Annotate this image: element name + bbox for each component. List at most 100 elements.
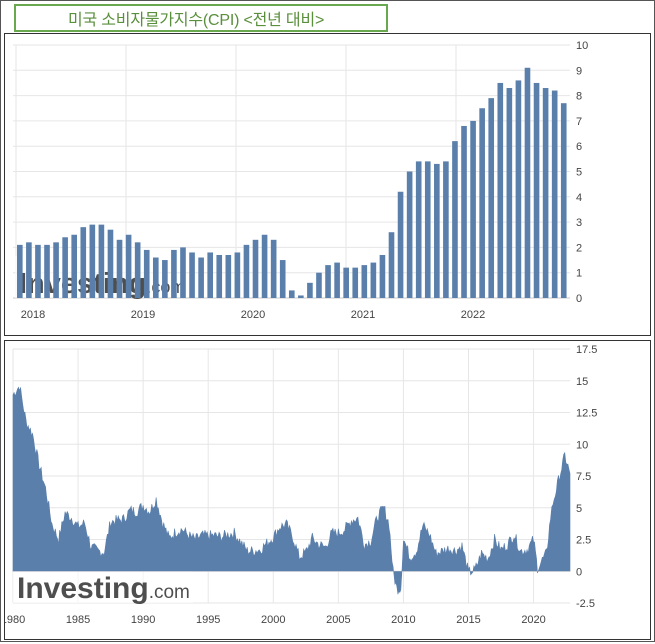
bar: [53, 242, 59, 298]
bar: [343, 267, 349, 298]
bar: [406, 171, 413, 298]
cpi-area-series: [12, 386, 571, 595]
bar: [524, 67, 531, 298]
bar: [98, 224, 105, 298]
bar: [434, 163, 440, 298]
bar: [316, 272, 322, 298]
bar: [26, 242, 32, 298]
chart-title-text: 미국 소비자물가지수(CPI) <전년 대비>: [68, 12, 325, 29]
y-tick-label: -2.5: [576, 598, 595, 610]
bar: [443, 161, 449, 298]
bar: [551, 90, 558, 298]
y-tick-label: 9: [576, 65, 582, 77]
bar: [388, 232, 395, 298]
bar: [35, 244, 41, 298]
x-tick-label: 2015: [456, 614, 480, 626]
x-tick-label: 1980: [5, 614, 25, 626]
monthly-cpi-bar-chart: 01234567891020182019202020212022Investin…: [13, 40, 588, 321]
bar: [189, 252, 195, 298]
y-tick-label: 8: [576, 91, 582, 103]
bar: [198, 257, 204, 298]
bar: [125, 234, 132, 298]
y-tick-label: 6: [576, 141, 582, 153]
bar: [207, 252, 213, 298]
bar: [424, 161, 431, 298]
bar: [533, 82, 540, 298]
bar: [488, 98, 495, 298]
bar: [352, 267, 359, 298]
y-tick-label: 12.5: [576, 408, 597, 420]
bar: [542, 88, 549, 298]
x-tick-label: 2022: [461, 309, 485, 321]
bar: [470, 120, 476, 299]
bar: [379, 254, 386, 298]
x-tick-label: 1990: [131, 614, 155, 626]
bar: [515, 80, 522, 298]
bar: [560, 103, 567, 298]
bar: [134, 242, 141, 298]
y-tick-label: 10: [576, 439, 588, 451]
bar: [89, 224, 96, 298]
bar: [107, 229, 114, 298]
bar: [307, 282, 313, 298]
bar: [361, 265, 368, 298]
y-tick-label: 5: [576, 167, 582, 179]
long-term-cpi-area-chart-panel: 17.5 15 12.5 10 7.5 5 2.5 0 -2.5 1980 1985 1990 1995…: [1, 340, 651, 640]
bar: [180, 247, 186, 298]
bar: [234, 252, 241, 298]
bar: [225, 254, 232, 298]
y-tick-label: 5: [576, 503, 582, 515]
x-tick-label: 1985: [66, 614, 90, 626]
y-tick-label: 1: [576, 268, 582, 280]
bar: [325, 265, 331, 298]
bar: [143, 249, 150, 298]
bar: [415, 161, 422, 298]
bar: [44, 244, 50, 298]
y-tick-label: 2: [576, 242, 582, 254]
bar: [17, 244, 23, 298]
y-tick-label: 4: [576, 192, 582, 204]
bar: [62, 237, 68, 298]
y-tick-label: 17.5: [576, 344, 597, 356]
bar: [479, 108, 485, 298]
bar: [506, 88, 513, 298]
x-tick-label: 2018: [21, 309, 45, 321]
bar: [452, 141, 458, 298]
x-tick-label: 2019: [131, 309, 155, 321]
y-tick-label: 10: [576, 40, 588, 52]
bar: [216, 254, 223, 298]
x-tick-label: 2005: [326, 614, 350, 626]
bar: [279, 260, 286, 298]
bar: [252, 239, 259, 298]
bar: [288, 290, 295, 298]
bar: [298, 295, 304, 298]
long-term-cpi-area-chart: 17.5 15 12.5 10 7.5 5 2.5 0 -2.5 1980 1985 1990 1995…: [1, 344, 598, 626]
bar: [270, 239, 277, 298]
bar: [171, 249, 177, 298]
bar: [152, 257, 159, 298]
bar: [397, 191, 404, 298]
bar: [80, 227, 87, 298]
bar: [162, 260, 168, 298]
y-tick-label: 7.5: [576, 471, 591, 483]
watermark-brand: Investing: [17, 572, 149, 605]
y-tick-label: 15: [576, 376, 588, 388]
y-tick-label: 0: [576, 293, 582, 305]
x-tick-label: 2010: [391, 614, 415, 626]
x-tick-label: 2020: [521, 614, 545, 626]
x-tick-label: 2000: [261, 614, 285, 626]
x-tick-label: 2021: [351, 309, 375, 321]
bar: [71, 234, 78, 298]
bar: [243, 244, 250, 298]
bar: [370, 262, 377, 298]
y-tick-label: 2.5: [576, 535, 591, 547]
bar: [116, 239, 123, 298]
x-tick-label: 1995: [196, 614, 220, 626]
x-tick-label: 2020: [241, 309, 265, 321]
y-tick-label: 0: [576, 566, 582, 578]
bar: [497, 82, 504, 298]
y-tick-label: 7: [576, 116, 582, 128]
watermark-suffix: .com: [149, 582, 190, 603]
bar: [334, 262, 340, 298]
bar: [461, 125, 467, 299]
